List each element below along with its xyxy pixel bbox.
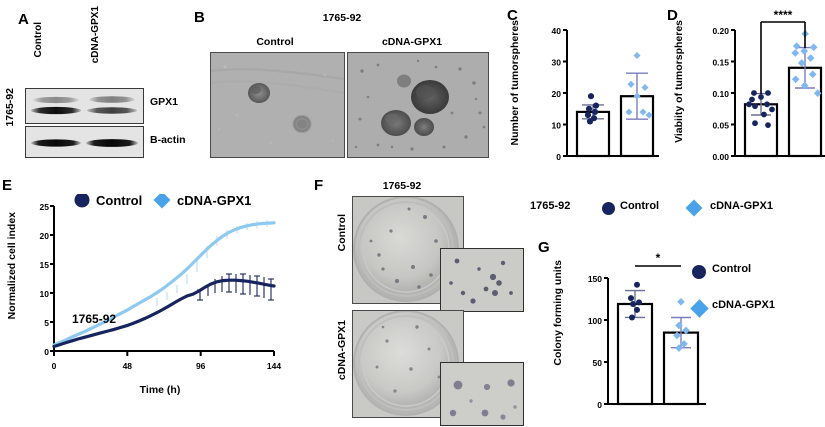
points-control xyxy=(628,281,642,321)
svg-text:20: 20 xyxy=(40,231,50,241)
panel-e-inside-label: 1765-92 xyxy=(72,312,117,326)
panel-d-plot: 0.20 0.15 0.10 0.05 0.00 xyxy=(712,8,825,162)
panel-g: G Colony forming units 150 100 50 0 xyxy=(532,232,825,427)
panel-d-letter: D xyxy=(667,7,678,24)
svg-text:0.05: 0.05 xyxy=(712,121,729,131)
panel-f-letter: F xyxy=(314,177,324,194)
panel-e: E Normalized cell index 25 20 15 10 5 0 0 48 … xyxy=(0,172,310,427)
legend-control-marker xyxy=(74,194,90,208)
plate-control-inset xyxy=(440,248,524,312)
panel-e-xlabel: Time (h) xyxy=(139,384,181,396)
points-cdna-gpx1 xyxy=(625,51,653,119)
blot-gpx1-label: GPX1 xyxy=(150,96,179,108)
micrograph-cdna-gpx1 xyxy=(347,52,489,158)
svg-text:0: 0 xyxy=(44,347,49,357)
panel-f-title: 1765-92 xyxy=(382,180,422,192)
svg-text:25: 25 xyxy=(40,202,50,212)
significance-bracket xyxy=(760,21,806,94)
legend-treated-label: cDNA-GPX1 xyxy=(177,194,251,208)
panel-b-right-label: cDNA-GPX1 xyxy=(381,36,443,48)
panel-a-side-label: 1765-92 xyxy=(4,88,16,127)
panel-d-ylabel: Viabiity of tumorspheres xyxy=(673,20,685,143)
svg-text:40: 40 xyxy=(552,26,562,36)
panel-g-legend: Control cDNA-GPX1 xyxy=(690,262,822,324)
panel-a: A Control cDNA-GPX1 1765-92 xyxy=(0,0,195,172)
blot-bactin xyxy=(25,126,144,158)
bar-control xyxy=(616,302,654,406)
svg-text:50: 50 xyxy=(593,358,603,368)
legend-cd: 1765-92 Control cDNA-GPX1 xyxy=(530,196,825,222)
significance-stars: * xyxy=(656,251,661,265)
panel-e-legend: Control cDNA-GPX1 xyxy=(74,194,251,209)
svg-text:0.20: 0.20 xyxy=(712,26,729,36)
panel-c-letter: C xyxy=(507,7,518,24)
panel-c-ylabel: Number of tumorspheres xyxy=(509,20,521,146)
panel-f-row-label-control: Control xyxy=(336,214,348,252)
panel-a-lane-label-treated: cDNA-GPX1 xyxy=(90,6,101,64)
legend-treated-marker xyxy=(153,194,171,209)
legend-cd-treated-marker xyxy=(685,199,703,217)
legend-control-label: Control xyxy=(96,194,142,208)
svg-text:0: 0 xyxy=(556,152,561,162)
svg-text:0: 0 xyxy=(597,400,602,410)
panel-e-letter: E xyxy=(2,177,13,194)
svg-text:30: 30 xyxy=(552,58,562,68)
svg-text:0: 0 xyxy=(52,361,57,371)
points-control xyxy=(584,93,600,125)
panel-d: D Viabiity of tumorspheres 0.20 0.15 0.10… xyxy=(665,0,825,190)
points-control xyxy=(746,90,775,128)
panel-b-title: 1765-92 xyxy=(322,12,362,24)
panel-b-letter: B xyxy=(194,9,205,26)
legend-control-marker xyxy=(692,265,706,279)
svg-text:0.15: 0.15 xyxy=(712,58,729,68)
panel-e-ylabel: Normalized cell index xyxy=(6,212,18,320)
panel-c: C Number of tumorspheres 40 30 20 10 0 xyxy=(505,0,670,190)
legend-cd-treated-label: cDNA-GPX1 xyxy=(710,200,773,212)
legend-control-label: Control xyxy=(712,263,752,275)
svg-text:48: 48 xyxy=(123,361,133,371)
panel-g-plot: 150 100 50 0 xyxy=(588,251,706,410)
svg-text:20: 20 xyxy=(552,89,562,99)
panel-a-letter: A xyxy=(18,11,29,28)
svg-text:96: 96 xyxy=(196,361,206,371)
micrograph-control xyxy=(210,52,345,158)
svg-text:15: 15 xyxy=(40,260,50,270)
points-cdna-gpx1 xyxy=(673,297,690,352)
panel-b-left-label: Control xyxy=(256,36,294,48)
plate-cdna-gpx1-inset xyxy=(440,362,524,426)
svg-text:0.10: 0.10 xyxy=(712,89,729,99)
panel-c-plot: 40 30 20 10 0 xyxy=(552,26,659,162)
panel-f: F 1765-92 Control cDNA-GPX1 xyxy=(312,172,537,427)
legend-cd-control-marker xyxy=(602,202,615,215)
legend-treated-label: cDNA-GPX1 xyxy=(712,299,775,311)
blot-bactin-label: B-actin xyxy=(150,134,186,146)
panel-f-row-label-treated: cDNA-GPX1 xyxy=(336,320,348,381)
panel-g-letter: G xyxy=(538,239,550,256)
svg-text:0.00: 0.00 xyxy=(712,152,729,162)
svg-text:100: 100 xyxy=(588,316,602,326)
panel-b: B 1765-92 Control cDNA-GPX1 xyxy=(192,0,507,172)
svg-text:150: 150 xyxy=(588,274,602,284)
svg-text:10: 10 xyxy=(552,121,562,131)
legend-treated-marker xyxy=(690,299,709,318)
series-cdna-gpx1-line xyxy=(52,221,276,347)
significance-stars: **** xyxy=(774,8,793,22)
svg-text:10: 10 xyxy=(40,289,50,299)
legend-cd-cellline: 1765-92 xyxy=(530,200,571,212)
blot-gpx1 xyxy=(25,88,144,124)
panel-e-plot: 25 20 15 10 5 0 0 48 96 144 xyxy=(40,194,281,371)
panel-a-lane-label-control: Control xyxy=(33,22,44,58)
svg-text:144: 144 xyxy=(267,361,281,371)
legend-cd-control-label: Control xyxy=(620,200,660,212)
svg-text:5: 5 xyxy=(44,318,49,328)
series-control-line xyxy=(52,278,276,349)
